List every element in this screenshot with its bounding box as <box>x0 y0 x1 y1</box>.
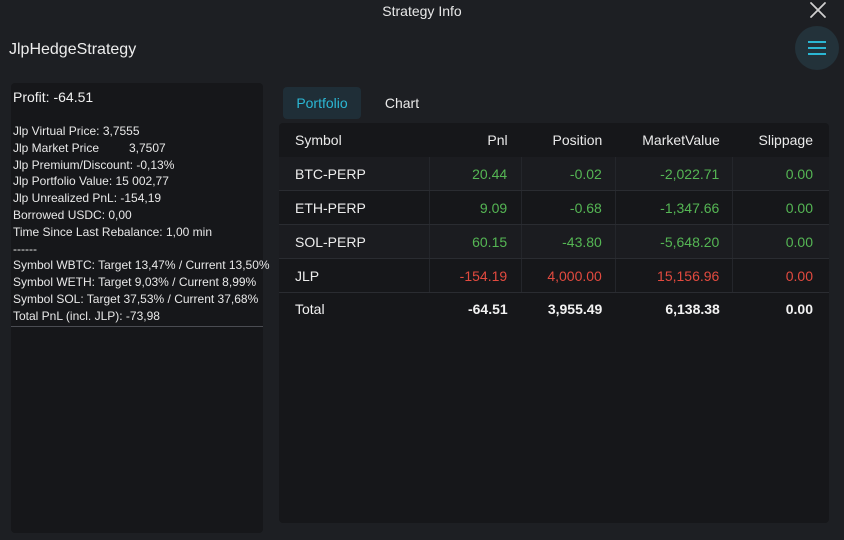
cell-pnl: -154.19 <box>428 258 522 293</box>
cell-market-value: -2,022.71 <box>614 157 733 191</box>
info-lines: Jlp Virtual Price: 3,7555 Jlp Market Pri… <box>13 123 270 325</box>
tab-chart[interactable]: Chart <box>384 95 420 111</box>
strategy-name: JlpHedgeStrategy <box>9 41 137 58</box>
table-header-row: Symbol Pnl Position MarketValue Slippage <box>279 123 829 157</box>
tab-portfolio[interactable]: Portfolio <box>283 87 361 119</box>
total-position: 3,955.49 <box>547 300 603 317</box>
column-header-symbol[interactable]: Symbol <box>295 132 342 148</box>
info-line-time-since-rebalance: Time Since Last Rebalance: 1,00 min <box>13 224 212 239</box>
column-header-position[interactable]: Position <box>552 132 603 148</box>
market-price-label: Jlp Market Price <box>13 140 100 155</box>
cell-market-value: -5,648.20 <box>614 224 733 259</box>
cell-slippage: 0.00 <box>732 157 829 191</box>
cell-symbol: BTC-PERP <box>279 157 430 191</box>
info-line-symbol-weth: Symbol WETH: Target 9,03% / Current 8,99… <box>13 275 257 290</box>
window-title: Strategy Info <box>382 3 462 19</box>
total-pnl: -64.51 <box>467 300 508 317</box>
total-market-value: 6,138.38 <box>665 300 720 317</box>
table-total-row: Total -64.51 3,955.49 6,138.38 0.00 <box>279 293 829 325</box>
cell-symbol: ETH-PERP <box>279 190 430 225</box>
table-row[interactable]: SOL-PERP 60.15 -43.80 -5,648.20 0.00 <box>279 224 829 259</box>
info-line-market-price: Jlp Market Price 3,7507 <box>13 140 263 157</box>
info-line-unrealized-pnl: Jlp Unrealized PnL: -154,19 <box>13 191 162 206</box>
total-slippage: 0.00 <box>785 300 813 317</box>
info-line-virtual-price: Jlp Virtual Price: 3,7555 <box>13 124 140 138</box>
info-line-borrowed-usdc: Borrowed USDC: 0,00 <box>13 207 132 222</box>
column-header-market-value[interactable]: MarketValue <box>642 132 720 148</box>
hamburger-menu-icon <box>808 41 826 55</box>
cell-position: 4,000.00 <box>521 258 616 293</box>
close-icon <box>810 2 826 18</box>
profit-label: Profit: -64.51 <box>13 89 94 105</box>
portfolio-table-panel: Symbol Pnl Position MarketValue Slippage… <box>279 123 829 523</box>
info-line-portfolio-value: Jlp Portfolio Value: 15 002,77 <box>13 174 169 189</box>
cell-symbol: JLP <box>279 258 430 293</box>
column-header-slippage[interactable]: Slippage <box>758 132 814 148</box>
info-line-separator: ------ <box>13 241 37 256</box>
info-line-total-pnl: Total PnL (incl. JLP): -73,98 <box>13 308 160 323</box>
title-bar: Strategy Info <box>0 0 844 24</box>
portfolio-table: Symbol Pnl Position MarketValue Slippage… <box>279 123 829 324</box>
strategy-info-panel: Profit: -64.51 Jlp Virtual Price: 3,7555… <box>11 83 270 533</box>
cell-symbol: SOL-PERP <box>279 224 430 259</box>
column-header-pnl[interactable]: Pnl <box>487 132 508 148</box>
market-price-value: 3,7507 <box>129 140 166 155</box>
cell-market-value: 15,156.96 <box>614 258 733 293</box>
info-line-symbol-sol: Symbol SOL: Target 37,53% / Current 37,6… <box>13 291 259 306</box>
table-row[interactable]: ETH-PERP 9.09 -0.68 -1,347.66 0.00 <box>279 190 829 225</box>
table-row[interactable]: JLP -154.19 4,000.00 15,156.96 0.00 <box>279 258 829 293</box>
cell-pnl: 20.44 <box>428 157 522 191</box>
cell-slippage: 0.00 <box>732 190 829 225</box>
cell-pnl: 9.09 <box>428 190 522 225</box>
cell-slippage: 0.00 <box>732 258 829 293</box>
cell-position: -0.02 <box>521 157 616 191</box>
cell-slippage: 0.00 <box>732 224 829 259</box>
info-line-symbol-wbtc: Symbol WBTC: Target 13,47% / Current 13,… <box>13 258 270 273</box>
info-line-premium: Jlp Premium/Discount: -0,13% <box>13 157 175 172</box>
table-row[interactable]: BTC-PERP 20.44 -0.02 -2,022.71 0.00 <box>279 157 829 191</box>
total-label: Total <box>295 300 325 317</box>
cell-position: -43.80 <box>521 224 616 259</box>
cell-position: -0.68 <box>521 190 616 225</box>
cell-pnl: 60.15 <box>428 224 522 259</box>
cell-market-value: -1,347.66 <box>614 190 733 225</box>
menu-button[interactable] <box>795 26 839 70</box>
close-button[interactable] <box>808 0 828 20</box>
divider <box>11 326 263 327</box>
